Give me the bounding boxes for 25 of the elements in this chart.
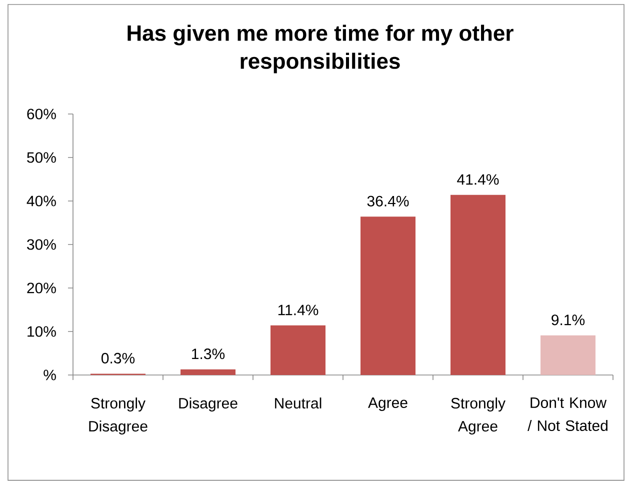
data-label: 41.4% — [457, 174, 499, 185]
bar — [360, 216, 416, 376]
bar — [540, 335, 596, 376]
data-label: 0.3% — [102, 352, 135, 364]
data-label: 36.4% — [367, 196, 409, 206]
data-label: 11.4% — [278, 304, 318, 316]
y-tick-label: % — [44, 370, 56, 380]
bar — [450, 194, 506, 376]
y-tick-label: 60% — [27, 108, 56, 120]
y-tick-label: 50% — [27, 152, 56, 163]
chart-title: Has given me more time for my other responsibilities — [128, 24, 514, 74]
bar — [180, 369, 236, 376]
x-tick-label: Strongly Disagree — [89, 398, 148, 435]
y-tick-label: 20% — [27, 282, 56, 294]
x-tick-label: Strongly Agree — [451, 398, 506, 435]
x-tick-label: Don't Know / Not Stated — [528, 398, 608, 431]
bar — [270, 325, 326, 376]
y-tick-label: 10% — [28, 326, 56, 337]
data-label: 9.1% — [552, 314, 585, 326]
x-tick-label: Neutral — [275, 398, 322, 409]
data-label: 1.3% — [192, 348, 225, 360]
x-tick-label: Disagree — [179, 398, 238, 412]
y-tick-label: 30% — [27, 239, 56, 250]
y-tick-label: 40% — [26, 196, 56, 206]
x-tick-label: Agree — [368, 398, 408, 411]
